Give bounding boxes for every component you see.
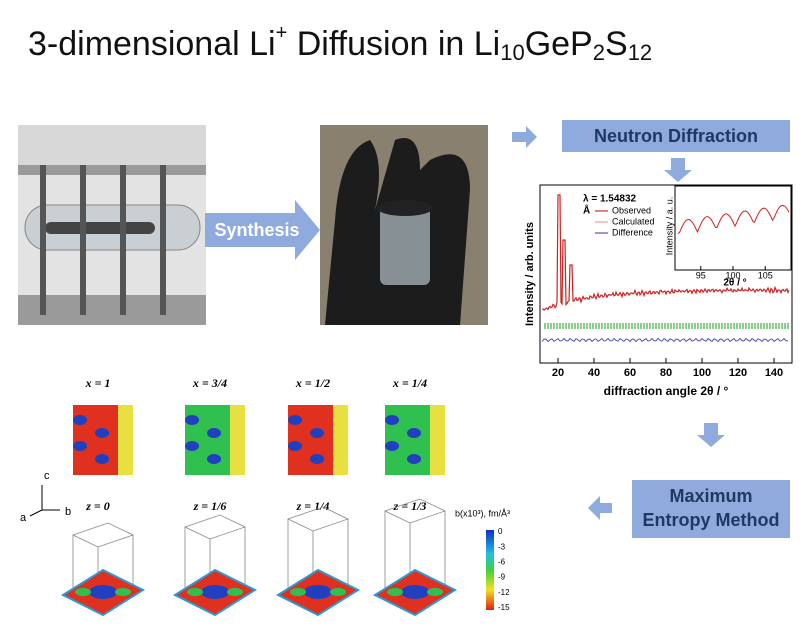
slice-blob [185, 415, 199, 425]
x-tick-label: 120 [729, 367, 747, 379]
inset-x-tick-label: 95 [696, 270, 706, 280]
slice-blob [385, 441, 399, 451]
colorbar-tick-label: -9 [498, 573, 506, 582]
step-label: Entropy Method [643, 510, 780, 530]
slice-blob [407, 454, 421, 464]
x-tick-label: 140 [765, 367, 783, 379]
x-slice-label: x = 3/4 [192, 376, 227, 390]
title-text: S [605, 25, 628, 63]
plane-blob [401, 585, 429, 599]
mem-maps: x = 1 x = 3/4 x = 1/2 x = 1/4 z = 0 z = 1/6 z … [63, 376, 455, 615]
slice-blob [73, 441, 87, 451]
slice-blob [207, 454, 221, 464]
arrow-down [664, 158, 692, 182]
legend-text: Observed [612, 205, 651, 215]
slice-blob [407, 428, 421, 438]
x-tick-label: 40 [588, 367, 600, 379]
colorbar-tick-label: -6 [498, 558, 506, 567]
slice-blob [288, 415, 302, 425]
title-text: 3-dimensional Li [28, 25, 276, 63]
legend-text: Å [583, 204, 590, 217]
plane-blob [201, 585, 229, 599]
plane-blob [75, 588, 91, 596]
x-slice-label: x = 1/4 [392, 376, 427, 390]
slice-blob [73, 415, 87, 425]
photo-glovebox [320, 125, 488, 325]
z-slice-label: z = 1/6 [193, 499, 227, 513]
slice-blob [385, 415, 399, 425]
title-sub: 10 [500, 40, 524, 65]
axis-label: a [20, 512, 27, 524]
axis-label: b [65, 506, 71, 518]
y-axis-label: Intensity / arb. units [524, 222, 536, 326]
inset-y-label: Intensity / a. u. [664, 197, 674, 256]
colorbar [486, 530, 494, 610]
step-label: Synthesis [214, 220, 299, 240]
title: 3-dimensional Li+ Diffusion in Li10GeP2S… [28, 22, 652, 65]
plane-blob [304, 585, 332, 599]
plane-blob [387, 588, 403, 596]
plane-blob [187, 588, 203, 596]
slice-blob [95, 428, 109, 438]
inset-frame [675, 186, 791, 270]
z-slice-label: z = 1/3 [393, 499, 427, 513]
colorbar-tick-label: 0 [498, 527, 503, 536]
colorbar-tick-label: -12 [498, 588, 510, 597]
title-text: Diffusion in Li [287, 25, 500, 63]
legend-text: λ = 1.54832 [583, 194, 637, 205]
colorbar-tick-label: -15 [498, 603, 510, 612]
x-tick-label: 100 [693, 367, 711, 379]
title-sup: + [276, 22, 288, 44]
plane-blob [227, 588, 243, 596]
title-sub: 2 [593, 40, 605, 65]
x-axis-label: diffraction angle 2θ / ° [604, 384, 729, 398]
z-slice-label: z = 0 [85, 499, 110, 513]
slice-blob [310, 454, 324, 464]
step-label: Maximum [669, 486, 752, 506]
x-tick-label: 20 [552, 367, 564, 379]
slice-blob [95, 454, 109, 464]
x-slice-label: x = 1 [85, 376, 111, 390]
plane-blob [427, 588, 443, 596]
x-slice-label: x = 1/2 [295, 376, 330, 390]
colorbar-title: b(x10³), fm/Å³ [455, 508, 510, 518]
slice-blob [185, 441, 199, 451]
arrow-left [588, 496, 612, 520]
x-tick-label: 80 [660, 367, 672, 379]
legend-text: Calculated [612, 216, 655, 226]
axes-triad: c a b [20, 470, 71, 524]
plane-blob [115, 588, 131, 596]
plane-blob [89, 585, 117, 599]
legend-text: Difference [612, 227, 653, 237]
slice-blob [310, 428, 324, 438]
title-sub: 12 [628, 40, 652, 65]
axis-label: c [44, 470, 50, 482]
plane-blob [330, 588, 346, 596]
inset-x-tick-label: 105 [758, 270, 773, 280]
photo-furnace [18, 125, 206, 325]
plane-blob [290, 588, 306, 596]
arrow-down [697, 423, 725, 447]
inset-x-tick-label: 100 [725, 270, 740, 280]
step-label: Neutron Diffraction [594, 126, 758, 146]
slice-blob [288, 441, 302, 451]
x-tick-label: 60 [624, 367, 636, 379]
slice-blob [207, 428, 221, 438]
arrow-right [512, 126, 537, 148]
colorbar-tick-label: -3 [498, 542, 506, 551]
title-text: GeP [525, 25, 593, 63]
